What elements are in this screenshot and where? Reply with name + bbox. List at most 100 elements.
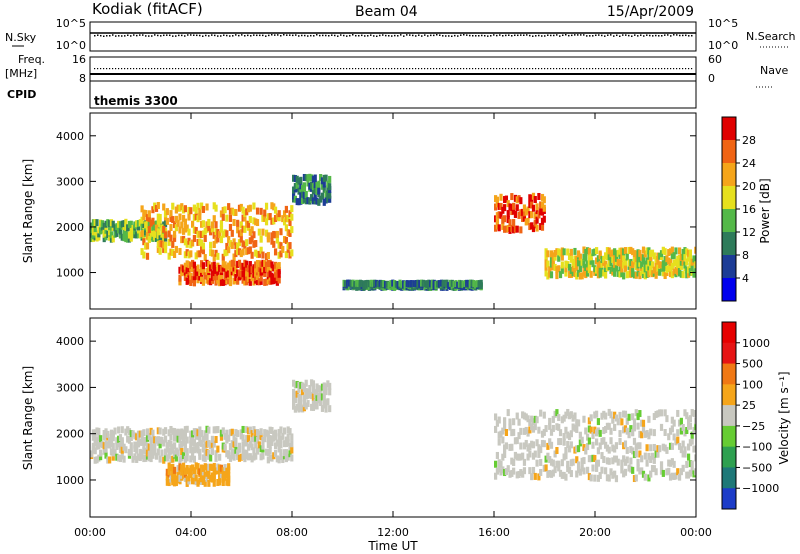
echo-cell (295, 198, 299, 206)
echo-cell (508, 418, 512, 426)
echo-cell (510, 457, 514, 465)
echo-cell (595, 247, 599, 255)
echo-cell (562, 248, 566, 256)
echo-cell (263, 209, 267, 217)
echo-cell (201, 230, 206, 238)
echo-cell (174, 434, 178, 442)
echo-cell (575, 425, 579, 433)
echo-cell (196, 268, 200, 276)
nave-point (595, 68, 597, 70)
nsky-series (90, 32, 696, 37)
echo-cell (557, 414, 561, 422)
echo-cell (632, 255, 637, 263)
echo-cell (679, 446, 683, 454)
echo-cell (264, 202, 269, 210)
echo-cell (609, 468, 613, 476)
echo-cell (90, 230, 94, 238)
echo-cell (643, 260, 647, 268)
echo-cell (118, 442, 123, 450)
nave-point (487, 68, 489, 70)
nsky-point (283, 34, 285, 36)
echo-cell (246, 247, 251, 255)
echo-cell (647, 270, 651, 278)
echo-cell (273, 231, 278, 239)
echo-cell (270, 237, 274, 245)
echo-cell (310, 403, 314, 411)
echo-cell (172, 434, 177, 442)
echo-cell (223, 278, 227, 286)
nave-point (226, 68, 228, 70)
echo-cell (282, 218, 287, 226)
echo-cell (230, 264, 234, 272)
echo-cell (99, 449, 103, 457)
echo-cell (185, 448, 189, 456)
echo-cell (209, 241, 213, 249)
nave-point (127, 68, 129, 70)
nave-point (667, 68, 669, 70)
echo-cell (297, 385, 301, 393)
echo-cell (288, 428, 292, 436)
beam-title: Beam 04 (355, 4, 418, 20)
nave-point (676, 68, 678, 70)
echo-cell (207, 479, 211, 487)
nsky-point (610, 34, 612, 36)
echo-cell (676, 429, 680, 437)
colorbar-segment (722, 446, 736, 468)
nave-point (304, 68, 306, 70)
echo-cell (598, 265, 602, 273)
echo-cell (665, 255, 669, 263)
echo-cell (439, 279, 444, 287)
echo-cell (93, 447, 97, 455)
echo-cell (145, 220, 150, 228)
echo-cell (560, 459, 564, 467)
echo-cell (248, 278, 252, 286)
echo-cell (191, 239, 195, 247)
nsky-point (454, 34, 456, 37)
echo-cell (201, 220, 206, 228)
echo-cell (686, 254, 691, 262)
echo-cell (241, 262, 245, 270)
echo-cell (546, 470, 550, 478)
echo-cell (212, 426, 216, 434)
nave-point (460, 68, 462, 70)
echo-cell (667, 467, 671, 475)
nsky-point (187, 34, 189, 36)
colorbar-tick-label: −1000 (742, 482, 779, 495)
echo-cell (169, 224, 173, 232)
echo-cell (683, 409, 687, 417)
echo-cell (454, 280, 458, 288)
echo-cell (531, 225, 536, 233)
nsky-point (448, 35, 450, 37)
echo-cell (519, 453, 523, 461)
echo-cell (118, 446, 123, 454)
echo-cell (302, 404, 307, 412)
nave-point (175, 68, 177, 70)
nsky-point (631, 35, 633, 37)
echo-cell (104, 432, 108, 440)
echo-cell (207, 449, 211, 457)
echo-cell (219, 471, 224, 479)
echo-cell (405, 280, 409, 288)
nave-point (637, 68, 639, 70)
echo-cell (191, 464, 195, 472)
echo-cell (124, 428, 128, 436)
echo-cell (196, 202, 200, 210)
echo-cell (266, 232, 270, 240)
echo-cell (528, 201, 532, 209)
echo-cell (571, 458, 575, 466)
echo-cell (163, 448, 168, 456)
echo-cell (472, 280, 476, 288)
nsky-point (601, 34, 603, 37)
nsky-point (178, 34, 180, 37)
echo-cell (163, 454, 168, 462)
echo-cell (266, 251, 270, 259)
echo-cell (149, 226, 153, 234)
nave-point (217, 68, 219, 70)
echo-cell (245, 220, 249, 228)
echo-cell (203, 254, 207, 262)
echo-cell (219, 433, 224, 441)
echo-cell (308, 197, 312, 205)
echo-cell (519, 427, 523, 435)
echo-cell (225, 214, 229, 222)
echo-cell (495, 196, 500, 204)
